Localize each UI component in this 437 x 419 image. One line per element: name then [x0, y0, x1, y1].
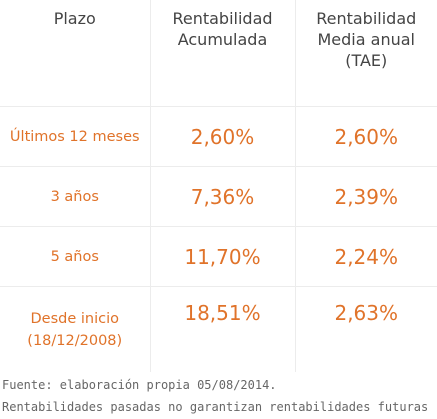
table-row: Últimos 12 meses 2,60% 2,60%	[0, 106, 437, 167]
table-row: 3 años 7,36% 2,39%	[0, 166, 437, 227]
cell-acumulada: 11,70%	[149, 226, 295, 287]
cell-tae: 2,24%	[294, 226, 437, 287]
header-tae-line-2: Media anual	[317, 30, 415, 49]
cell-acumulada: 2,60%	[149, 106, 295, 167]
footer-notes: Fuente: elaboración propia 05/08/2014. R…	[2, 374, 428, 418]
returns-table: Plazo Rentabilidad Acumulada Rentabilida…	[0, 0, 437, 372]
row-label-text-line-1: Desde inicio	[30, 310, 120, 327]
header-plazo: Plazo	[0, 0, 150, 107]
header-tae-line-3: (TAE)	[345, 51, 388, 70]
cell-acumulada: 18,51%	[149, 286, 295, 372]
header-plazo-line-1: Plazo	[53, 9, 96, 28]
footer-source: Fuente: elaboración propia 05/08/2014.	[2, 378, 277, 392]
row-label-text: Últimos 12 meses	[9, 128, 140, 145]
row-label-text-line-2: (18/12/2008)	[27, 332, 123, 349]
returns-table-container: Plazo Rentabilidad Acumulada Rentabilida…	[0, 0, 437, 372]
row-label-text: 3 años	[50, 188, 99, 205]
row-label-12-meses: Últimos 12 meses	[0, 106, 150, 167]
cell-acumulada: 7,36%	[149, 166, 295, 227]
header-rentabilidad-acumulada: Rentabilidad Acumulada	[149, 0, 295, 107]
footer-disclaimer: Rentabilidades pasadas no garantizan ren…	[2, 400, 429, 414]
header-tae-line-1: Rentabilidad	[316, 9, 417, 28]
table-row: 5 años 11,70% 2,24%	[0, 226, 437, 287]
row-label-desde-inicio: Desde inicio (18/12/2008)	[0, 286, 150, 372]
table-row: Desde inicio (18/12/2008) 18,51% 2,63%	[0, 286, 437, 372]
row-label-5-anos: 5 años	[0, 226, 150, 287]
cell-tae: 2,60%	[294, 106, 437, 167]
row-label-3-anos: 3 años	[0, 166, 150, 227]
cell-tae: 2,39%	[294, 166, 437, 227]
cell-tae: 2,63%	[294, 286, 437, 372]
row-label-text: 5 años	[50, 248, 99, 265]
header-acumulada-line-1: Rentabilidad	[172, 9, 273, 28]
header-acumulada-line-2: Acumulada	[177, 30, 268, 49]
header-rentabilidad-media-anual: Rentabilidad Media anual (TAE)	[294, 0, 437, 107]
table-header-row: Plazo Rentabilidad Acumulada Rentabilida…	[0, 0, 437, 107]
